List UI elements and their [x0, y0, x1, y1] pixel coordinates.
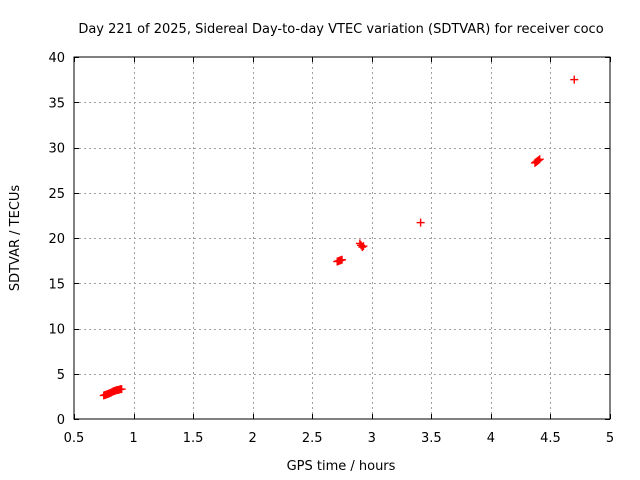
data-point — [534, 156, 543, 165]
data-point — [117, 385, 126, 394]
x-tick-label: 0.5 — [64, 431, 85, 446]
x-tick-label: 4 — [487, 431, 495, 446]
grid-layer — [74, 57, 610, 419]
x-tick-label: 4.5 — [540, 431, 561, 446]
y-tick-label: 40 — [48, 51, 65, 66]
x-tick-label: 1.5 — [183, 431, 204, 446]
y-tick-label: 10 — [48, 323, 65, 338]
y-tick-label: 30 — [48, 142, 65, 157]
y-tick-label: 25 — [48, 187, 65, 202]
x-tick-label: 1 — [129, 431, 137, 446]
y-tick-label: 0 — [57, 413, 65, 428]
data-point — [535, 155, 544, 164]
data-point — [338, 255, 346, 264]
y-tick-label: 5 — [57, 368, 65, 383]
data-point-layer — [99, 75, 579, 400]
x-tick-label: 2 — [249, 431, 257, 446]
x-tick-label: 3 — [368, 431, 376, 446]
x-tick-label: 3.5 — [421, 431, 442, 446]
data-point — [358, 243, 367, 252]
data-point — [416, 218, 425, 227]
tick-label-layer: 0.5 1 1.5 2 2.5 3 3.5 4 4.5 5 0 5 10 15 20 25 30 35 40 — [48, 51, 614, 446]
x-tick-label: 5 — [606, 431, 614, 446]
y-axis-label: SDTVAR / TECUs — [8, 185, 23, 292]
y-tick-label: 20 — [48, 232, 65, 247]
y-tick-label: 15 — [48, 277, 65, 292]
tick-layer — [74, 57, 611, 420]
x-tick-label: 2.5 — [302, 431, 323, 446]
chart-title: Day 221 of 2025, Sidereal Day-to-day VTE… — [78, 22, 603, 37]
x-axis-label: GPS time / hours — [287, 459, 396, 474]
data-point — [359, 242, 368, 251]
data-point — [570, 75, 579, 84]
y-tick-label: 35 — [48, 96, 65, 111]
